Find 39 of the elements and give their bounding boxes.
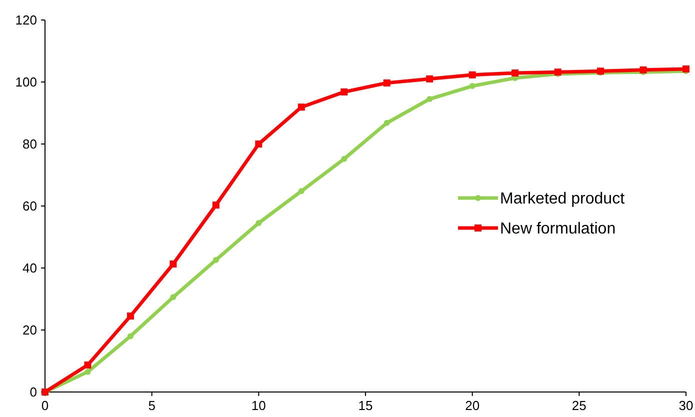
point: [212, 256, 219, 263]
y-tick-label: 100: [15, 74, 37, 90]
y-tick-label: 60: [22, 198, 37, 214]
point: [426, 96, 433, 102]
point: [468, 71, 476, 78]
point: [212, 202, 220, 209]
point: [384, 120, 390, 126]
point: [469, 83, 476, 90]
point: [298, 188, 304, 194]
x-tick-label: 10: [251, 398, 266, 413]
point: [84, 362, 92, 369]
x-tick-label: 5: [148, 398, 156, 413]
y-tick-label: 40: [22, 260, 37, 276]
point: [170, 260, 177, 268]
point: [682, 65, 690, 72]
y-tick-label: 0: [30, 384, 37, 400]
point: [84, 368, 91, 375]
point: [256, 220, 262, 226]
x-tick-label: 0: [41, 398, 49, 413]
point: [426, 75, 434, 82]
point: [640, 66, 647, 74]
point: [127, 333, 134, 340]
point: [341, 156, 348, 162]
x-tick-label: 20: [465, 398, 480, 413]
point: [383, 79, 390, 86]
point: [126, 312, 134, 320]
y-tick-label: 120: [15, 12, 37, 28]
y-tick-label: 80: [22, 136, 37, 152]
point: [170, 294, 176, 300]
x-tick-label: 25: [572, 398, 586, 413]
legend-label: New formulation: [500, 220, 616, 238]
x-tick-label: 15: [358, 398, 373, 413]
y-tick-label: 20: [22, 322, 37, 338]
x-tick-label: 30: [678, 398, 694, 413]
point: [512, 70, 519, 77]
point: [340, 88, 348, 96]
point: [255, 140, 262, 148]
point: [298, 104, 305, 111]
legend-label: Marketed product: [500, 190, 626, 208]
